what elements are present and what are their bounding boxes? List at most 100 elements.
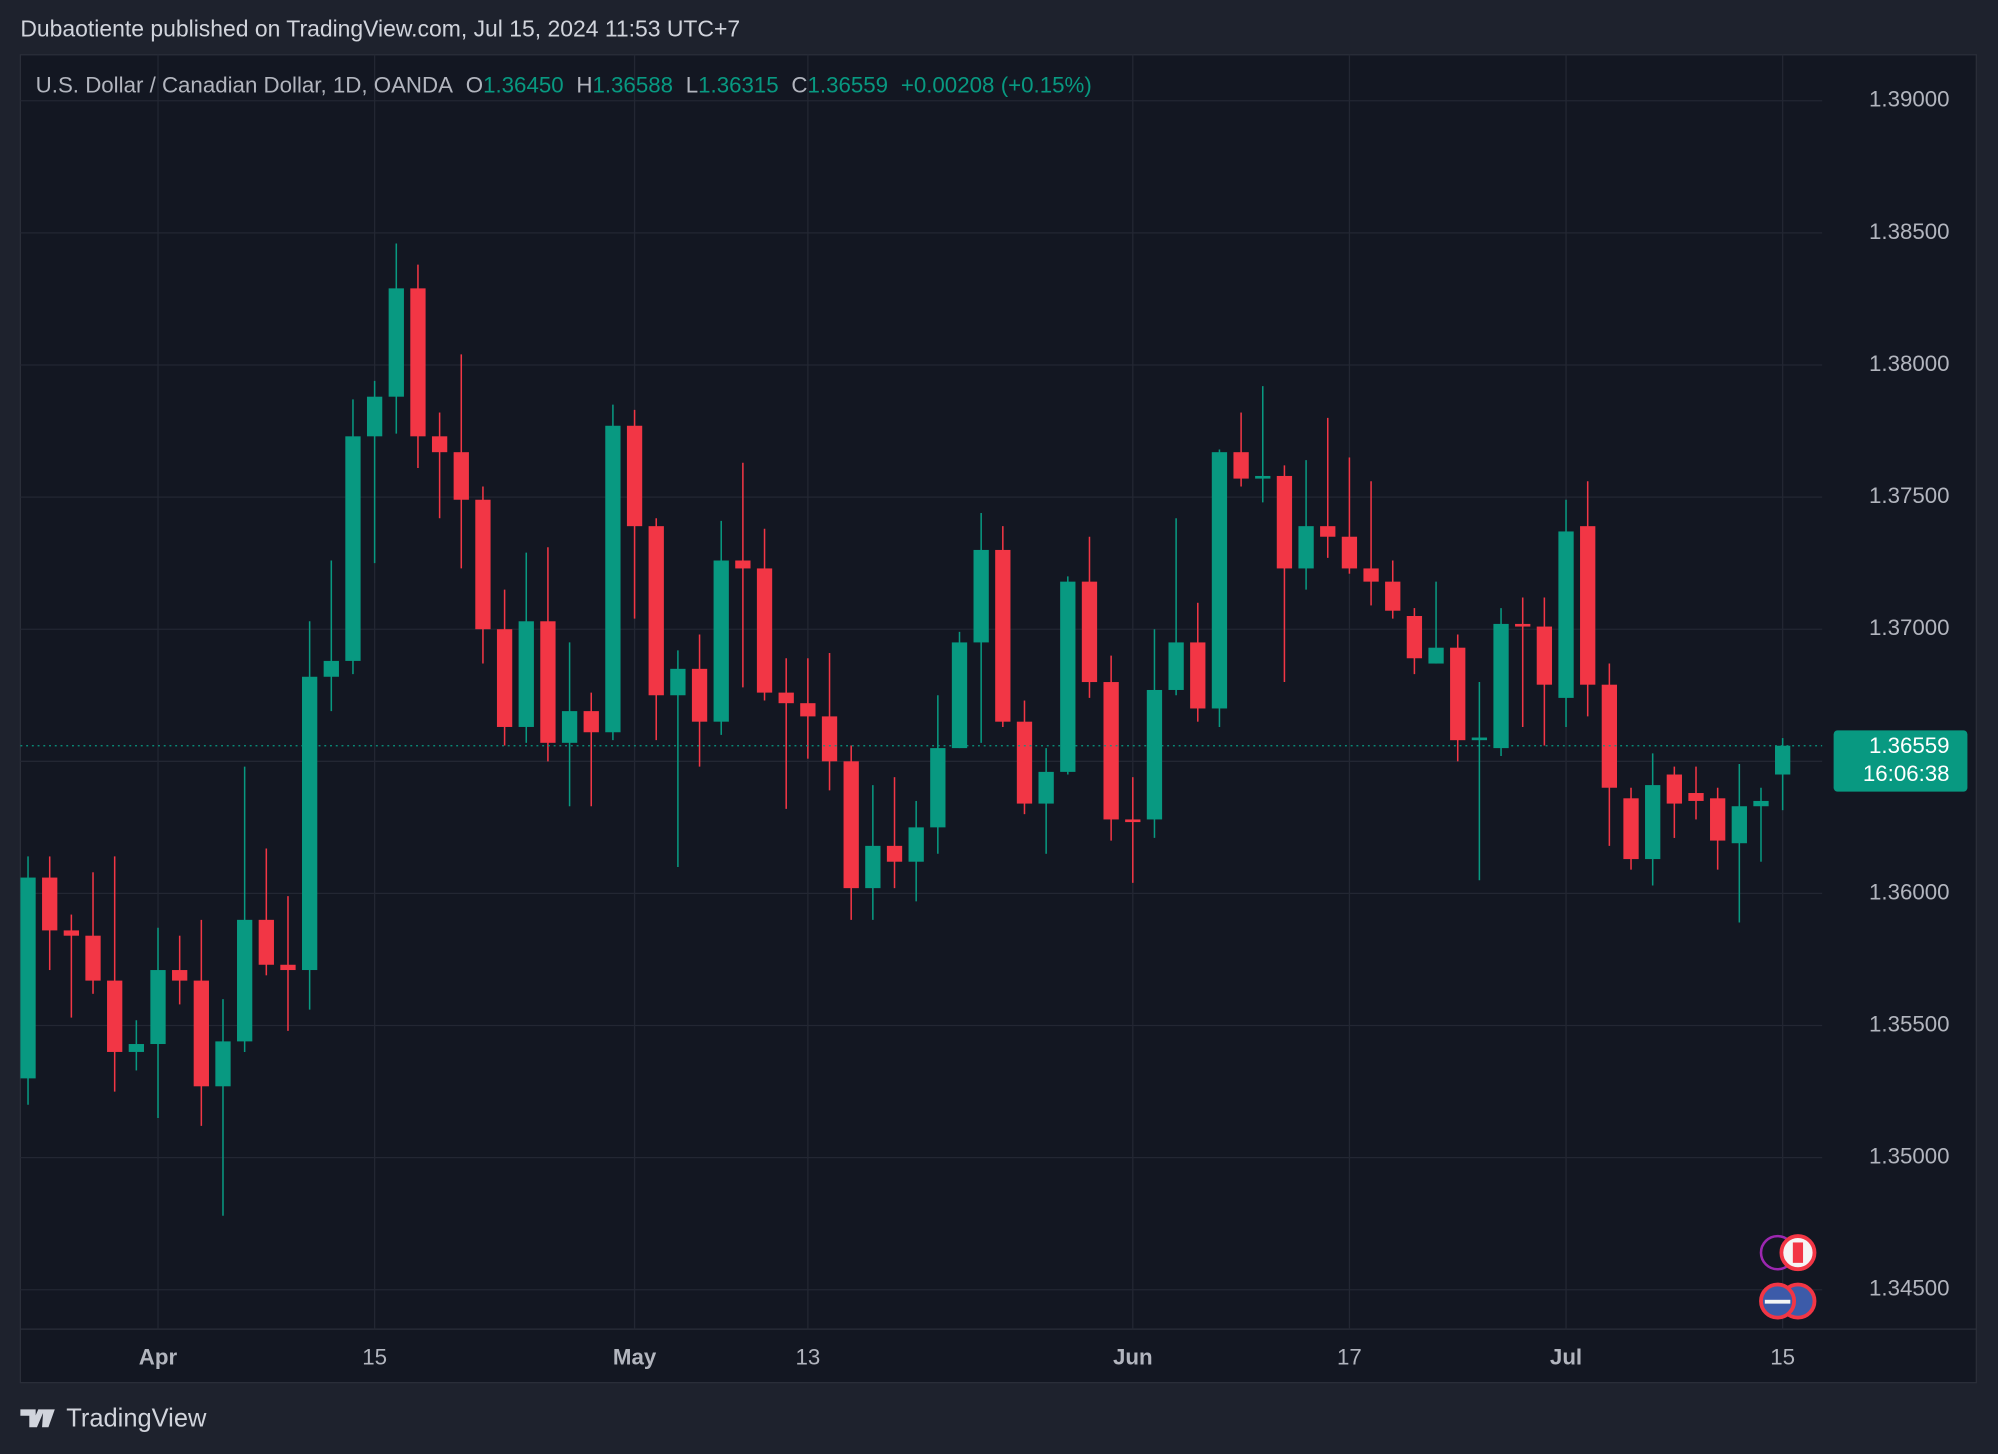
candle-body xyxy=(1125,819,1141,823)
candle-body xyxy=(431,436,448,453)
candle-body xyxy=(323,660,339,677)
y-tick-label: 1.35500 xyxy=(1869,1011,1950,1036)
candle-body xyxy=(42,877,58,931)
candle-body xyxy=(301,676,318,971)
candle-body xyxy=(85,935,101,981)
candle-body xyxy=(648,526,664,696)
candle-body xyxy=(1190,642,1206,709)
x-tick-label: 15 xyxy=(362,1344,387,1369)
candle-body xyxy=(1363,568,1379,582)
candle-body xyxy=(691,668,708,722)
candle-body xyxy=(280,964,296,971)
y-tick-label: 1.34500 xyxy=(1869,1276,1950,1301)
candle-body xyxy=(1688,793,1704,801)
x-tick-label: May xyxy=(613,1344,657,1369)
candle-body xyxy=(540,621,556,743)
publisher-line: Dubaotiente published on TradingView.com… xyxy=(20,16,740,42)
candle-body xyxy=(1601,684,1618,788)
candle-body xyxy=(583,711,599,733)
candle-body xyxy=(951,642,968,749)
candle-body xyxy=(1558,531,1574,698)
x-tick-label: 17 xyxy=(1337,1344,1362,1369)
y-tick-label: 1.37500 xyxy=(1869,483,1950,508)
candle-body xyxy=(237,919,253,1042)
flag-mark xyxy=(1792,1242,1804,1263)
candle-body xyxy=(518,621,534,727)
candle-body xyxy=(128,1044,144,1052)
y-tick-label: 1.39000 xyxy=(1869,87,1950,112)
candle-body xyxy=(1255,475,1271,479)
candle-body xyxy=(1233,452,1249,479)
flag-mark xyxy=(1764,1299,1791,1304)
y-tick-label: 1.38500 xyxy=(1869,219,1950,244)
candle-body xyxy=(1515,623,1531,627)
candle-body xyxy=(63,930,80,936)
candle-body xyxy=(561,711,578,743)
candle-body xyxy=(1493,623,1509,749)
candle-body xyxy=(670,668,686,696)
price-tag xyxy=(1833,730,1968,792)
x-tick-label: Apr xyxy=(139,1344,178,1369)
change-value: +0.00208 xyxy=(901,73,995,98)
candle-body xyxy=(626,425,643,527)
x-tick-label: 13 xyxy=(795,1344,820,1369)
candle-body xyxy=(1775,745,1791,775)
logo-mark xyxy=(20,1409,55,1428)
chart-legend: U.S. Dollar / Canadian Dollar, 1D, OANDA… xyxy=(36,73,1092,98)
candle-body xyxy=(886,845,903,862)
candle-body xyxy=(1753,800,1769,807)
high-key: H xyxy=(576,73,592,98)
candle-body xyxy=(1580,526,1596,685)
candle-body xyxy=(1471,737,1488,741)
candle-body xyxy=(107,980,123,1052)
candle-body xyxy=(995,549,1011,722)
candle-body xyxy=(821,716,838,762)
candle-body xyxy=(1450,647,1466,741)
close-value: 1.36559 xyxy=(808,73,889,98)
candle-body xyxy=(1710,798,1726,841)
candle-body xyxy=(172,970,188,981)
y-tick-label: 1.36000 xyxy=(1869,879,1950,904)
open-value: 1.36450 xyxy=(483,73,564,98)
y-tick-label: 1.35000 xyxy=(1869,1144,1950,1169)
candle-body xyxy=(1428,647,1444,664)
candle-body xyxy=(1081,581,1098,683)
low-key: L xyxy=(686,73,698,98)
candle-body xyxy=(496,629,513,727)
price-tag-countdown: 16:06:38 xyxy=(1863,761,1950,786)
plot: 1.345001.350001.355001.360001.365001.370… xyxy=(20,54,1968,1369)
candle-body xyxy=(1060,581,1076,772)
candle-body xyxy=(1666,774,1682,804)
candle-body xyxy=(605,425,621,733)
candle-body xyxy=(1103,682,1119,820)
candle-body xyxy=(930,748,946,828)
candle-body xyxy=(1211,452,1228,709)
candle-body xyxy=(1038,771,1054,804)
event-icons xyxy=(1759,1234,1817,1320)
candle-body xyxy=(843,761,859,889)
candle-body xyxy=(973,549,989,643)
candle-body xyxy=(366,396,383,437)
candle-body xyxy=(1645,785,1661,860)
candle-body xyxy=(1385,581,1401,611)
close-key: C xyxy=(791,73,807,98)
candle-body xyxy=(1536,626,1553,685)
candle-body xyxy=(735,560,751,569)
price-tag-value: 1.36559 xyxy=(1869,733,1950,758)
candle-body xyxy=(453,452,469,500)
candle-body xyxy=(258,919,274,965)
candle-body xyxy=(1146,689,1163,820)
candle-body xyxy=(1341,536,1358,569)
low-value: 1.36315 xyxy=(698,73,779,98)
footer-logo: TradingView xyxy=(20,1404,207,1432)
chart-title: U.S. Dollar / Canadian Dollar, 1D, OANDA xyxy=(36,73,453,98)
candle-body xyxy=(1016,721,1033,804)
y-tick-label: 1.38000 xyxy=(1869,351,1950,376)
footer-brand: TradingView xyxy=(66,1404,207,1432)
candle-body xyxy=(756,568,773,693)
candle-body xyxy=(1168,642,1184,690)
x-tick-label: 15 xyxy=(1770,1344,1795,1369)
candle-body xyxy=(1298,526,1314,569)
x-tick-label: Jul xyxy=(1550,1344,1582,1369)
candle-body xyxy=(908,827,924,862)
